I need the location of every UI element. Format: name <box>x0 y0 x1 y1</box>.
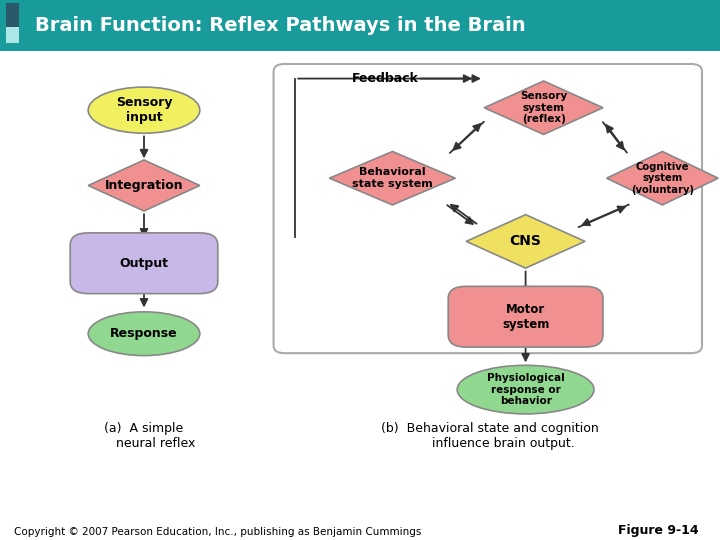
Text: Response: Response <box>110 327 178 340</box>
Text: Integration: Integration <box>104 179 184 192</box>
Text: Output: Output <box>120 256 168 270</box>
Ellipse shape <box>457 365 594 414</box>
Ellipse shape <box>89 312 200 356</box>
Polygon shape <box>484 81 603 134</box>
Text: Behavioral
state system: Behavioral state system <box>352 167 433 189</box>
Text: Feedback: Feedback <box>352 72 418 85</box>
Text: (a)  A simple
      neural reflex: (a) A simple neural reflex <box>92 422 196 450</box>
Ellipse shape <box>89 87 200 133</box>
Text: Sensory
system
(reflex): Sensory system (reflex) <box>520 91 567 124</box>
Polygon shape <box>89 160 200 211</box>
Text: Figure 9-14: Figure 9-14 <box>618 524 698 537</box>
Text: Cognitive
system
(voluntary): Cognitive system (voluntary) <box>631 161 694 195</box>
Polygon shape <box>467 214 585 268</box>
Text: Motor
system: Motor system <box>502 303 549 330</box>
Polygon shape <box>606 151 719 205</box>
Polygon shape <box>330 151 456 205</box>
Text: Physiological
response or
behavior: Physiological response or behavior <box>487 373 564 406</box>
Text: Sensory
input: Sensory input <box>116 96 172 124</box>
Text: Copyright © 2007 Pearson Education, Inc., publishing as Benjamin Cummings: Copyright © 2007 Pearson Education, Inc.… <box>14 527 422 537</box>
Text: (b)  Behavioral state and cognition
       influence brain output.: (b) Behavioral state and cognition influ… <box>381 422 598 450</box>
Text: Brain Function: Reflex Pathways in the Brain: Brain Function: Reflex Pathways in the B… <box>35 16 525 36</box>
Text: CNS: CNS <box>510 234 541 248</box>
FancyBboxPatch shape <box>71 233 217 294</box>
FancyBboxPatch shape <box>448 286 603 347</box>
